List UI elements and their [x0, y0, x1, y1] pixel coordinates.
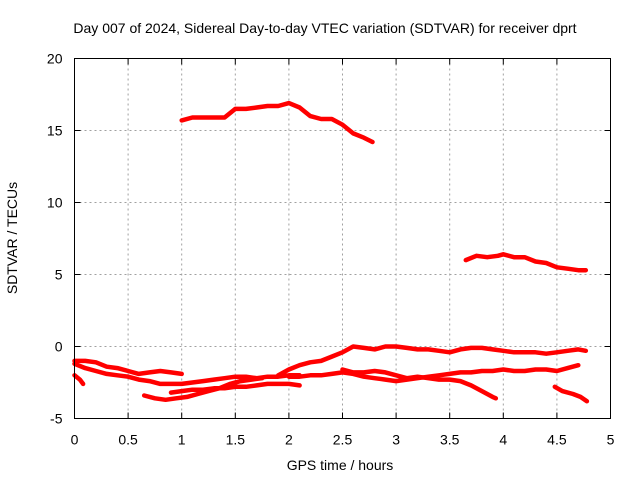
series-line-pass-mid: [463, 252, 589, 273]
series-line-pass-low-c: [286, 362, 581, 384]
grid: [74, 58, 611, 419]
y-tick-label: 0: [55, 339, 63, 355]
y-tick-labels: -5 0 5 10 15 20: [47, 51, 63, 427]
y-axis-label: SDTVAR / TECUs: [4, 182, 20, 294]
series-line-pass-zero: [275, 344, 589, 378]
series-line-pass-late: [552, 384, 590, 404]
x-tick-label: 2.5: [333, 432, 353, 448]
y-tick-label: 20: [47, 51, 63, 67]
x-tick-label: 1.5: [226, 432, 246, 448]
x-tick-label: 4: [499, 432, 507, 448]
x-tick-label: 0.5: [118, 432, 138, 448]
x-tick-label: 0: [71, 432, 79, 448]
x-tick-label: 3.5: [440, 432, 460, 448]
series-line-pass-low-d: [340, 367, 499, 401]
x-tick-label: 4.5: [547, 432, 567, 448]
series-line-pass-low-b: [168, 381, 302, 395]
series-line-pass-early-c: [72, 373, 86, 387]
x-tick-labels: 0 0.5 1 1.5 2 2.5 3 3.5 4 4.5 5: [71, 432, 615, 448]
x-tick-label: 5: [607, 432, 615, 448]
series-group: [72, 100, 590, 404]
y-tick-label: 10: [47, 195, 63, 211]
plot-frame: [74, 58, 611, 419]
series-line-pass-low-a: [141, 375, 265, 403]
x-tick-label: 3: [392, 432, 400, 448]
y-tick-label: -5: [50, 411, 63, 427]
x-tick-label: 2: [285, 432, 293, 448]
series-line-pass-high: [179, 100, 375, 145]
x-tick-label: 1: [178, 432, 186, 448]
y-tick-label: 15: [47, 123, 63, 139]
series-line-pass-early-a: [72, 358, 184, 377]
x-axis-label: GPS time / hours: [287, 457, 394, 473]
chart-title: Day 007 of 2024, Sidereal Day-to-day VTE…: [73, 20, 576, 36]
y-tick-label: 5: [55, 267, 63, 283]
